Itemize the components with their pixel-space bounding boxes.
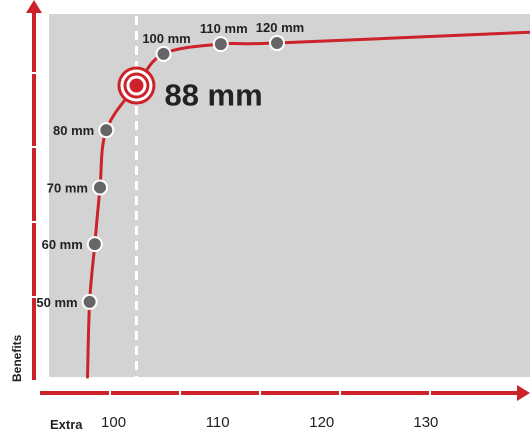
data-point-label: 70 mm	[47, 181, 88, 196]
x-tick-label: 110	[206, 414, 230, 431]
data-point-label: 110 mm	[200, 21, 248, 36]
axes	[24, 0, 530, 402]
data-point-label: 50 mm	[36, 295, 77, 310]
x-tick-label: 100	[101, 414, 126, 431]
data-points: 50 mm 60 mm 70 mm 80 mm 100 mm 110 mm 120 mm	[36, 20, 304, 310]
data-point	[155, 45, 172, 62]
plot-area	[49, 14, 530, 377]
data-point	[212, 36, 229, 53]
y-axis-arrow	[26, 0, 42, 13]
highlight-dot	[129, 78, 144, 93]
data-point	[86, 236, 103, 253]
data-point	[269, 35, 286, 52]
highlight-marker	[117, 66, 156, 105]
x-tick-labels: 100 110 120 130	[101, 414, 438, 431]
data-point	[81, 293, 98, 310]
x-tick-label: 120	[309, 414, 334, 431]
data-point	[92, 179, 109, 196]
data-point-label: 100 mm	[142, 31, 190, 46]
highlight-label: 88 mm	[164, 78, 262, 113]
data-point-label: 80 mm	[53, 123, 94, 138]
data-point	[98, 122, 115, 139]
x-axis-arrow	[517, 385, 530, 401]
data-point-label: 120 mm	[256, 20, 304, 35]
y-axis-label: Benefits	[10, 334, 24, 382]
x-tick-label: 130	[413, 414, 438, 431]
data-point-label: 60 mm	[42, 237, 83, 252]
x-axis-label: Extra	[50, 417, 83, 432]
